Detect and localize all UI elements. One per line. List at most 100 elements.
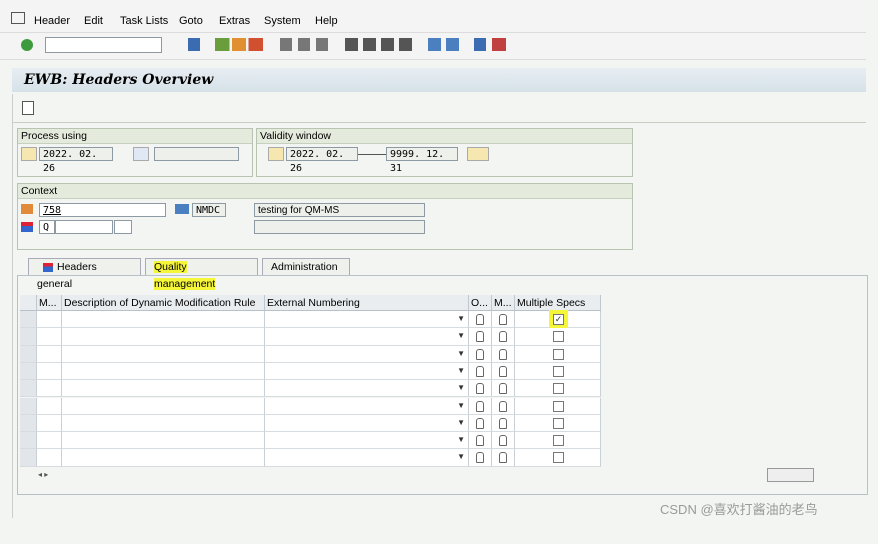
menu-item[interactable]: Goto (179, 15, 203, 27)
calendar-icon[interactable] (268, 147, 284, 161)
row-selector[interactable] (20, 380, 37, 398)
context-extra[interactable] (254, 220, 425, 234)
table-cell[interactable]: ▼ (265, 311, 469, 329)
print-find-buttons[interactable] (280, 38, 330, 51)
checkbox[interactable] (553, 452, 564, 464)
tab[interactable]: Headers general (28, 258, 141, 290)
date-icon[interactable] (21, 147, 37, 161)
bulb-icon (499, 400, 507, 412)
process-extra[interactable] (154, 147, 239, 161)
valid-to[interactable]: 9999. 12. 31 (386, 147, 458, 174)
row-selector[interactable] (20, 449, 37, 467)
menu-item[interactable]: Edit (84, 15, 103, 27)
dropdown-arrow[interactable]: ▼ (457, 452, 465, 462)
tab[interactable]: Quality management (145, 258, 258, 290)
bulb-icon (476, 400, 484, 412)
dropdown-arrow[interactable]: ▼ (457, 400, 465, 410)
checkbox[interactable]: ✓ (553, 314, 564, 325)
row-selector[interactable] (20, 328, 37, 346)
process-date[interactable]: 2022. 02. 26 (39, 147, 113, 174)
row-selector[interactable] (20, 432, 37, 450)
dropdown-arrow[interactable]: ▼ (457, 365, 465, 375)
table-cell[interactable]: ▼ (265, 414, 469, 433)
menu-item[interactable]: Extras (219, 15, 251, 27)
bulb-icon (499, 383, 507, 395)
plant-code[interactable]: NMDC (192, 203, 226, 217)
valid-from[interactable]: 2022. 02. 26 (286, 147, 358, 174)
menu-item[interactable]: System (264, 15, 301, 27)
dropdown-arrow[interactable]: ▼ (457, 331, 465, 341)
session-buttons[interactable] (428, 38, 460, 51)
table-cell (37, 362, 62, 381)
validity-button[interactable] (467, 147, 489, 161)
table-cell (469, 397, 492, 415)
table-cell[interactable]: ▼ (265, 328, 469, 346)
usage-text[interactable] (55, 220, 113, 234)
checkbox[interactable] (553, 331, 564, 343)
row-selector[interactable] (20, 311, 37, 329)
table-cell (492, 432, 515, 450)
dropdown-arrow[interactable]: ▼ (457, 383, 465, 393)
scroll-arrows[interactable]: ◂ ▸ (38, 470, 49, 479)
menu-bar: Header Edit Task Lists Goto Extras System Help (0, 0, 866, 33)
table-cell[interactable]: ▼ (265, 449, 469, 467)
nav-buttons[interactable] (215, 38, 263, 51)
table-cell (469, 414, 492, 433)
column-header: M... (492, 295, 515, 311)
table-cell[interactable]: ▼ (265, 397, 469, 415)
page-buttons[interactable] (345, 38, 415, 51)
scrollbar[interactable] (767, 468, 814, 482)
context-description[interactable]: testing for QM-MS (254, 203, 425, 217)
create-button[interactable] (22, 101, 34, 115)
table-cell (37, 311, 62, 329)
toolbar (0, 33, 866, 60)
row-selector[interactable] (20, 362, 37, 381)
table-cell (492, 362, 515, 381)
usage-field[interactable]: Q (39, 220, 55, 234)
dropdown-arrow[interactable]: ▼ (457, 435, 465, 445)
tab-icon (43, 263, 53, 272)
menu-item[interactable]: Header (34, 15, 71, 27)
table-cell (469, 449, 492, 467)
enter-button[interactable] (21, 39, 33, 51)
menu-item[interactable]: Task Lists (120, 15, 169, 27)
bulb-icon (476, 383, 484, 395)
row-selector[interactable] (20, 345, 37, 363)
table-cell: ✓ (515, 311, 601, 329)
save-button[interactable] (188, 38, 200, 51)
dropdown-arrow[interactable]: ▼ (457, 348, 465, 358)
table-cell (515, 362, 601, 381)
material-icon (21, 204, 33, 214)
menu-icon[interactable] (11, 12, 25, 24)
dropdown-arrow[interactable]: ▼ (457, 314, 465, 323)
plant-field[interactable]: 758 (39, 203, 166, 217)
checkbox[interactable] (553, 400, 564, 412)
table-cell (37, 397, 62, 415)
bulb-icon (476, 314, 484, 325)
table-cell[interactable]: ▼ (265, 345, 469, 363)
plant-icon (175, 204, 189, 214)
table-cell (62, 311, 265, 329)
table-cell[interactable]: ▼ (265, 432, 469, 450)
checkbox[interactable] (553, 383, 564, 395)
tab[interactable]: Administration (262, 258, 350, 275)
bulb-icon (499, 348, 507, 360)
usage-extra[interactable] (114, 220, 132, 234)
row-selector[interactable] (20, 414, 37, 433)
range-line (358, 154, 386, 155)
table-cell[interactable]: ▼ (265, 380, 469, 398)
group-label: Process using (18, 129, 252, 144)
edit-icon[interactable] (133, 147, 149, 161)
bulb-icon (499, 365, 507, 377)
dropdown-arrow[interactable]: ▼ (457, 417, 465, 427)
checkbox[interactable] (553, 348, 564, 360)
checkbox[interactable] (553, 365, 564, 377)
row-selector[interactable] (20, 397, 37, 415)
checkbox[interactable] (553, 435, 564, 447)
table-cell[interactable]: ▼ (265, 362, 469, 381)
menu-item[interactable]: Help (315, 15, 338, 27)
checkbox[interactable] (553, 417, 564, 429)
table-cell (469, 328, 492, 346)
help-buttons[interactable] (474, 38, 506, 51)
command-field[interactable] (45, 37, 162, 53)
